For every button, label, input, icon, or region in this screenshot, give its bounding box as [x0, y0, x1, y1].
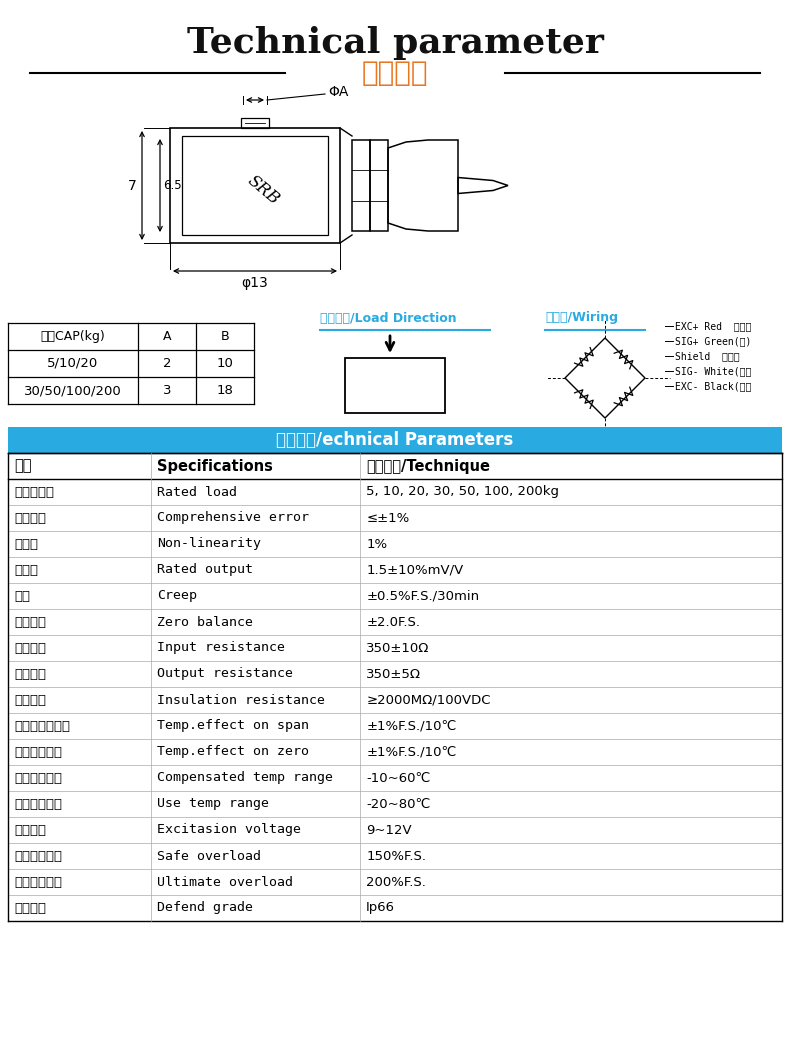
Text: 18: 18 [216, 384, 233, 397]
Text: SIG+ Green(绿): SIG+ Green(绿) [675, 336, 751, 346]
Text: 30/50/100/200: 30/50/100/200 [24, 384, 122, 397]
Text: φ13: φ13 [242, 276, 269, 290]
Text: -20~80℃: -20~80℃ [367, 798, 431, 810]
Text: Use temp range: Use temp range [157, 798, 269, 810]
Text: SRB: SRB [243, 172, 282, 209]
Text: 3: 3 [163, 384, 171, 397]
Text: ±1%F.S./10℃: ±1%F.S./10℃ [367, 720, 457, 732]
Text: 非线性: 非线性 [14, 537, 38, 551]
Text: 输出阻抗: 输出阻抗 [14, 668, 46, 680]
Text: 使用温度范围: 使用温度范围 [14, 798, 62, 810]
Text: 激励电压: 激励电压 [14, 824, 46, 836]
Text: A: A [163, 330, 171, 343]
Text: 200%F.S.: 200%F.S. [367, 875, 426, 889]
Text: B: B [220, 330, 229, 343]
Bar [182, 136, 328, 235]
Text: 传感器量程: 传感器量程 [14, 485, 54, 499]
Text: Zero balance: Zero balance [157, 615, 253, 629]
Text: Temp.effect on zero: Temp.effect on zero [157, 746, 309, 758]
Text: 350±10Ω: 350±10Ω [367, 641, 430, 655]
Bar [345, 358, 445, 413]
Text: Temp.effect on span: Temp.effect on span [157, 720, 309, 732]
Bar [170, 128, 340, 243]
Text: Insulation resistance: Insulation resistance [157, 694, 325, 706]
Text: 安全过载范围: 安全过载范围 [14, 849, 62, 863]
Text: Comprehensive error: Comprehensive error [157, 511, 309, 525]
Text: 10: 10 [216, 357, 233, 370]
Text: ≥2000MΩ/100VDC: ≥2000MΩ/100VDC [367, 694, 491, 706]
Text: 零点输出: 零点输出 [14, 615, 46, 629]
Text: ΦA: ΦA [328, 84, 348, 99]
Text: Rated load: Rated load [157, 485, 237, 499]
Text: 150%F.S.: 150%F.S. [367, 849, 426, 863]
Text: 9~12V: 9~12V [367, 824, 412, 836]
Text: 5/10/20: 5/10/20 [47, 357, 99, 370]
Text: 技术参数: 技术参数 [362, 59, 428, 87]
Text: 2: 2 [163, 357, 171, 370]
Text: SIG- White(白）: SIG- White(白） [675, 366, 751, 375]
Text: Safe overload: Safe overload [157, 849, 261, 863]
Text: 极限过载范围: 极限过载范围 [14, 875, 62, 889]
Text: ±1%F.S./10℃: ±1%F.S./10℃ [367, 746, 457, 758]
Text: 接线图/Wiring: 接线图/Wiring [545, 312, 618, 324]
Text: 输入阻抗: 输入阻抗 [14, 641, 46, 655]
Bar [370, 140, 388, 231]
Text: Input resistance: Input resistance [157, 641, 285, 655]
Text: 参数: 参数 [14, 459, 32, 474]
Text: ±0.5%F.S./30min: ±0.5%F.S./30min [367, 589, 480, 603]
Text: Shield  屏蔽线: Shield 屏蔽线 [675, 351, 739, 361]
Text: 防护等级: 防护等级 [14, 901, 46, 915]
Text: Output resistance: Output resistance [157, 668, 293, 680]
Text: Creep: Creep [157, 589, 198, 603]
Text: 零点温度影响: 零点温度影响 [14, 746, 62, 758]
Bar [352, 140, 370, 231]
Text: ±2.0F.S.: ±2.0F.S. [367, 615, 420, 629]
Text: Specifications: Specifications [157, 459, 273, 474]
Text: ≤±1%: ≤±1% [367, 511, 409, 525]
Text: Non-linearity: Non-linearity [157, 537, 261, 551]
Text: 温度补偿范围: 温度补偿范围 [14, 772, 62, 784]
Text: 1%: 1% [367, 537, 387, 551]
Text: EXC- Black(黑）: EXC- Black(黑） [675, 381, 751, 391]
Text: 6.5: 6.5 [163, 179, 182, 192]
Text: Technical parameter: Technical parameter [186, 26, 604, 60]
Text: Compensated temp range: Compensated temp range [157, 772, 333, 784]
Bar [241, 118, 269, 128]
Text: Defend grade: Defend grade [157, 901, 253, 915]
Text: 技术指标/Technique: 技术指标/Technique [367, 459, 490, 474]
Text: 7: 7 [128, 178, 137, 193]
Text: Rated output: Rated output [157, 563, 253, 577]
Text: 350±5Ω: 350±5Ω [367, 668, 421, 680]
Text: 1.5±10%mV/V: 1.5±10%mV/V [367, 563, 464, 577]
Text: 灵敏度温度影响: 灵敏度温度影响 [14, 720, 70, 732]
Text: 灵敏度: 灵敏度 [14, 563, 38, 577]
Text: Ip66: Ip66 [367, 901, 395, 915]
Text: 5, 10, 20, 30, 50, 100, 200kg: 5, 10, 20, 30, 50, 100, 200kg [367, 485, 559, 499]
Bar [8, 427, 782, 453]
Text: EXC+ Red  （红）: EXC+ Red （红） [675, 321, 751, 331]
Text: -10~60℃: -10~60℃ [367, 772, 431, 784]
Text: Excitasion voltage: Excitasion voltage [157, 824, 301, 836]
Text: 绝缘电阻: 绝缘电阻 [14, 694, 46, 706]
Text: 受力方式/Load Direction: 受力方式/Load Direction [320, 312, 457, 324]
Text: 蠕变: 蠕变 [14, 589, 30, 603]
Text: 综合误差: 综合误差 [14, 511, 46, 525]
Text: Ultimate overload: Ultimate overload [157, 875, 293, 889]
Text: 量程CAP(kg): 量程CAP(kg) [40, 330, 105, 343]
Text: 技术参数/echnical Parameters: 技术参数/echnical Parameters [276, 431, 514, 448]
